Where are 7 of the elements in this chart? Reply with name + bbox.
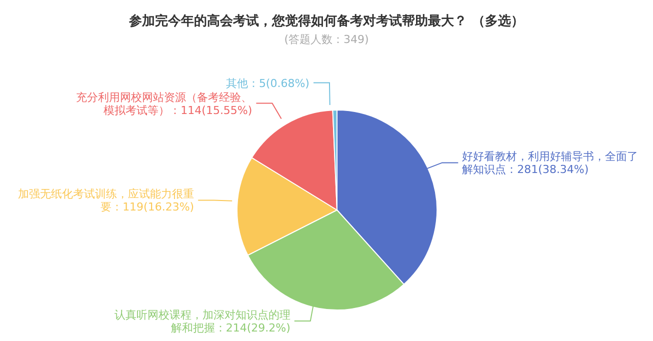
slice-label: 加强无纸化考试训练，应试能力很重要：119(16.23%) [18,188,194,214]
slice-label: 好好看教材，利用好辅导书，全面了解知识点：281(38.34%) [462,150,638,176]
slice-label: 充分利用网校网站资源（备考经验、模拟考试等）：114(15.55%) [76,90,252,117]
slice-label: 其他：5(0.68%) [226,76,310,90]
slice-label: 认真听网校课程，加深对知识点的理解和把握：214(29.2%) [114,308,290,334]
chart-title: 参加完今年的高会考试，您觉得如何备考对考试帮助最大？ （多选） [128,12,525,30]
chart-subtitle: (答题人数：349) [283,32,370,47]
